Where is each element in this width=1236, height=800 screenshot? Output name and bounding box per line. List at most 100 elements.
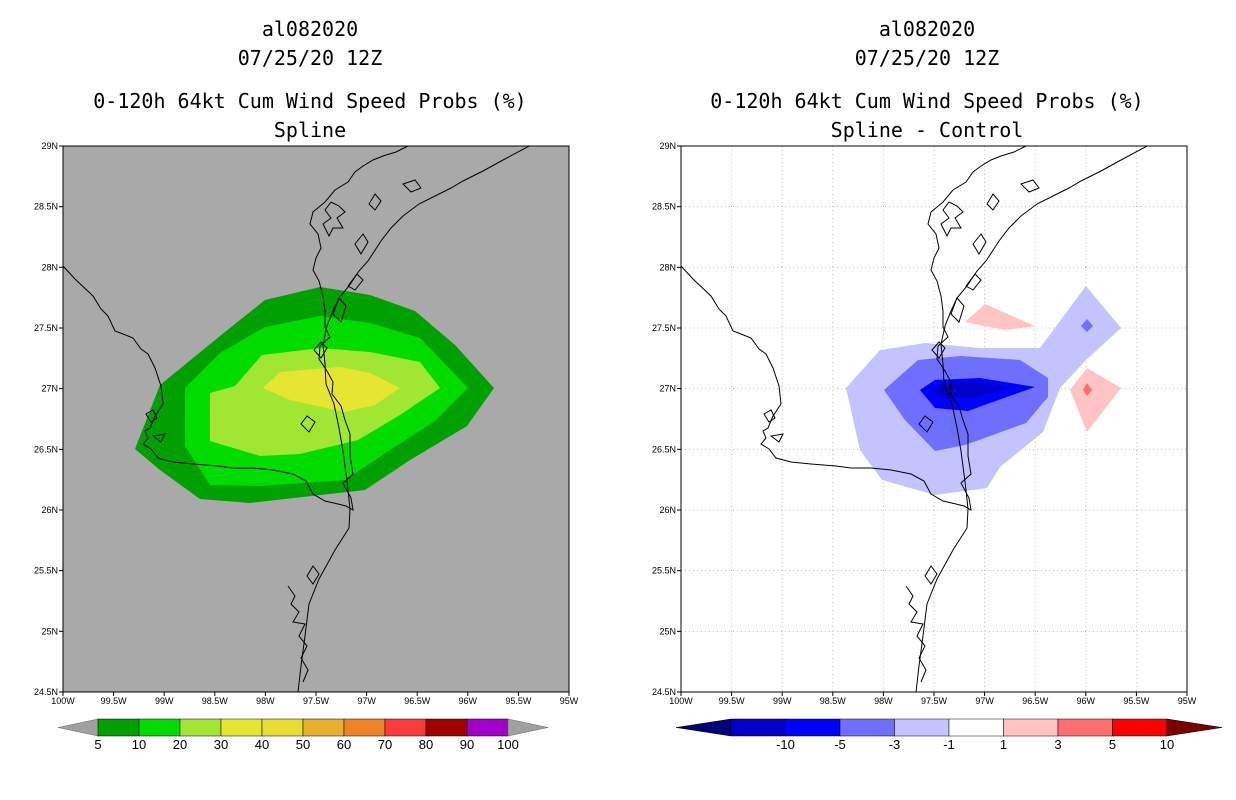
legend-swatch bbox=[425, 718, 468, 737]
legend-label: 30 bbox=[214, 737, 228, 752]
lon-label: 98W bbox=[256, 696, 275, 706]
legend-label: -10 bbox=[776, 737, 795, 752]
lat-label: 26.5N bbox=[652, 444, 676, 454]
legend-label: 50 bbox=[296, 737, 310, 752]
lat-label: 25N bbox=[659, 626, 676, 636]
lat-label: 26N bbox=[41, 505, 58, 515]
lat-label: 25.5N bbox=[652, 566, 676, 576]
legend-label: 1 bbox=[1000, 737, 1007, 752]
legend-swatch bbox=[343, 718, 386, 737]
legend-swatch bbox=[179, 718, 222, 737]
legend-swatch bbox=[384, 718, 427, 737]
left-probability-contours bbox=[135, 287, 494, 503]
right-contour-pos1-upper bbox=[965, 304, 1035, 330]
lat-label: 28N bbox=[41, 262, 58, 272]
legend-swatch bbox=[138, 718, 181, 737]
lat-label: 27N bbox=[41, 384, 58, 394]
left-axes: 100W 99.5W 99W 98.5W 98W 97.5W 97W 96.5W 96W 95.5… bbox=[34, 141, 579, 706]
legend-arrow-high bbox=[507, 718, 549, 737]
right-map-panel: 100W 99.5W 99W 98.5W 98W 97.5W 97W 96.5W 96W 95.5… bbox=[652, 141, 1223, 752]
legend-label: 80 bbox=[419, 737, 433, 752]
legend-arrow-high bbox=[1166, 718, 1223, 737]
lat-label: 25N bbox=[41, 626, 58, 636]
legend-swatch bbox=[894, 718, 950, 737]
lat-label: 26N bbox=[659, 505, 676, 515]
right-axes: 100W 99.5W 99W 98.5W 98W 97.5W 97W 96.5W 96W 95.5… bbox=[652, 141, 1197, 706]
legend-label: 100 bbox=[497, 737, 519, 752]
legend-arrow-low bbox=[675, 718, 732, 737]
lat-label: 27N bbox=[659, 384, 676, 394]
legend-label: -1 bbox=[943, 737, 955, 752]
right-difference-contours bbox=[846, 286, 1121, 495]
left-contour-30pct bbox=[263, 367, 400, 412]
lon-label: 95W bbox=[1178, 696, 1197, 706]
left-subtitle: Spline bbox=[273, 118, 347, 142]
legend-swatch bbox=[302, 718, 345, 737]
right-legend: -10 -5 -3 -1 1 3 5 10 bbox=[675, 718, 1223, 752]
lon-label: 96W bbox=[1077, 696, 1096, 706]
lat-label: 29N bbox=[659, 141, 676, 151]
legend-label: 90 bbox=[460, 737, 474, 752]
legend-swatch bbox=[839, 718, 895, 737]
legend-label: 40 bbox=[255, 737, 269, 752]
legend-swatch bbox=[730, 718, 786, 737]
lon-label: 97.5W bbox=[921, 696, 948, 706]
lon-label: 99.5W bbox=[719, 696, 746, 706]
lat-label: 28N bbox=[659, 262, 676, 272]
lon-label: 98W bbox=[874, 696, 893, 706]
legend-swatch bbox=[97, 718, 140, 737]
lon-label: 98.5W bbox=[820, 696, 847, 706]
lat-label: 27.5N bbox=[652, 323, 676, 333]
lat-label: 29N bbox=[41, 141, 58, 151]
legend-label: 10 bbox=[132, 737, 146, 752]
lon-label: 100W bbox=[51, 696, 75, 706]
lon-label: 96.5W bbox=[1022, 696, 1049, 706]
legend-label: 70 bbox=[378, 737, 392, 752]
right-product-title: 0-120h 64kt Cum Wind Speed Probs (%) bbox=[710, 89, 1144, 113]
lon-label: 97W bbox=[975, 696, 994, 706]
lat-label: 28.5N bbox=[34, 202, 58, 212]
lon-label: 100W bbox=[669, 696, 693, 706]
left-product-title: 0-120h 64kt Cum Wind Speed Probs (%) bbox=[93, 89, 527, 113]
legend-label: -5 bbox=[834, 737, 846, 752]
lat-label: 25.5N bbox=[34, 566, 58, 576]
legend-arrow-low bbox=[57, 718, 99, 737]
lon-label: 97.5W bbox=[303, 696, 330, 706]
left-datetime: 07/25/20 12Z bbox=[237, 46, 383, 70]
right-datetime: 07/25/20 12Z bbox=[854, 46, 1000, 70]
lon-label: 95.5W bbox=[505, 696, 532, 706]
lat-label: 24.5N bbox=[34, 687, 58, 697]
right-contour-neg3-small bbox=[1081, 319, 1093, 332]
legend-swatch bbox=[1057, 718, 1113, 737]
legend-label: 5 bbox=[94, 737, 101, 752]
lon-label: 99W bbox=[773, 696, 792, 706]
left-map-panel: 100W 99.5W 99W 98.5W 98W 97.5W 97W 96.5W 96W 95.5… bbox=[34, 141, 579, 752]
legend-label: 5 bbox=[1109, 737, 1116, 752]
legend-label: 20 bbox=[173, 737, 187, 752]
legend-label: -3 bbox=[889, 737, 901, 752]
lon-label: 97W bbox=[357, 696, 376, 706]
legend-swatch bbox=[1112, 718, 1168, 737]
lon-label: 96W bbox=[459, 696, 478, 706]
lon-label: 96.5W bbox=[404, 696, 431, 706]
left-title-block: al082020 07/25/20 12Z 0-120h 64kt Cum Wi… bbox=[60, 15, 560, 145]
lat-label: 28.5N bbox=[652, 202, 676, 212]
legend-swatch bbox=[785, 718, 841, 737]
right-storm-id: al082020 bbox=[878, 17, 976, 41]
legend-label: 3 bbox=[1054, 737, 1061, 752]
legend-swatch bbox=[1003, 718, 1059, 737]
lat-label: 24.5N bbox=[652, 687, 676, 697]
lat-label: 27.5N bbox=[34, 323, 58, 333]
lon-label: 95W bbox=[560, 696, 579, 706]
lon-label: 99.5W bbox=[101, 696, 128, 706]
lat-label: 26.5N bbox=[34, 444, 58, 454]
right-contour-pos3 bbox=[1083, 383, 1092, 396]
legend-label: 10 bbox=[1160, 737, 1174, 752]
right-title-block: al082020 07/25/20 12Z 0-120h 64kt Cum Wi… bbox=[677, 15, 1177, 145]
legend-label: 60 bbox=[337, 737, 351, 752]
right-contour-pos1-lower bbox=[1070, 368, 1121, 432]
left-storm-id: al082020 bbox=[261, 17, 359, 41]
lon-label: 99W bbox=[155, 696, 174, 706]
legend-swatch bbox=[220, 718, 263, 737]
